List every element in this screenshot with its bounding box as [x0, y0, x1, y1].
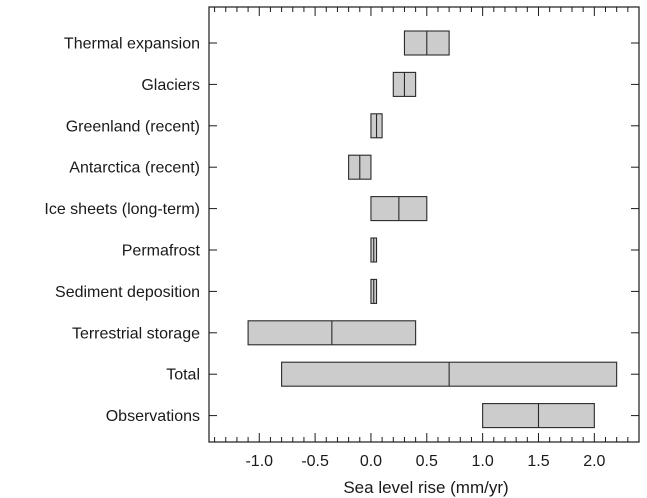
category-label-permafrost: Permafrost	[122, 243, 201, 260]
category-label-observations: Observations	[106, 408, 200, 425]
category-label-glaciers: Glaciers	[141, 77, 200, 94]
range-bars	[247, 30, 618, 429]
axis-ticks	[209, 7, 639, 442]
x-tick-label: -0.5	[301, 453, 329, 470]
category-label-antarctica-recent: Antarctica (recent)	[69, 160, 200, 177]
x-tick-labels: -1.0 -0.5 0.0 0.5 1.0 1.5 2.0	[245, 453, 605, 470]
category-labels: Thermal expansion Glaciers Greenland (rece…	[44, 36, 200, 426]
plot-frame	[208, 6, 640, 443]
category-label-total: Total	[166, 367, 200, 384]
category-label-greenland-recent: Greenland (recent)	[66, 118, 200, 135]
category-label-terrestrial-storage: Terrestrial storage	[72, 325, 200, 342]
category-label-ice-sheets-long-term: Ice sheets (long-term)	[44, 201, 200, 218]
x-tick-label: 0.0	[360, 453, 382, 470]
category-label-sediment-deposition: Sediment deposition	[55, 284, 200, 301]
x-tick-label: 1.5	[527, 453, 549, 470]
x-axis-label: Sea level rise (mm/yr)	[343, 478, 508, 497]
category-label-thermal-expansion: Thermal expansion	[64, 36, 200, 53]
x-tick-label: 0.5	[416, 453, 438, 470]
x-tick-label: 1.0	[472, 453, 494, 470]
x-tick-label: 2.0	[583, 453, 605, 470]
x-tick-label: -1.0	[245, 453, 273, 470]
